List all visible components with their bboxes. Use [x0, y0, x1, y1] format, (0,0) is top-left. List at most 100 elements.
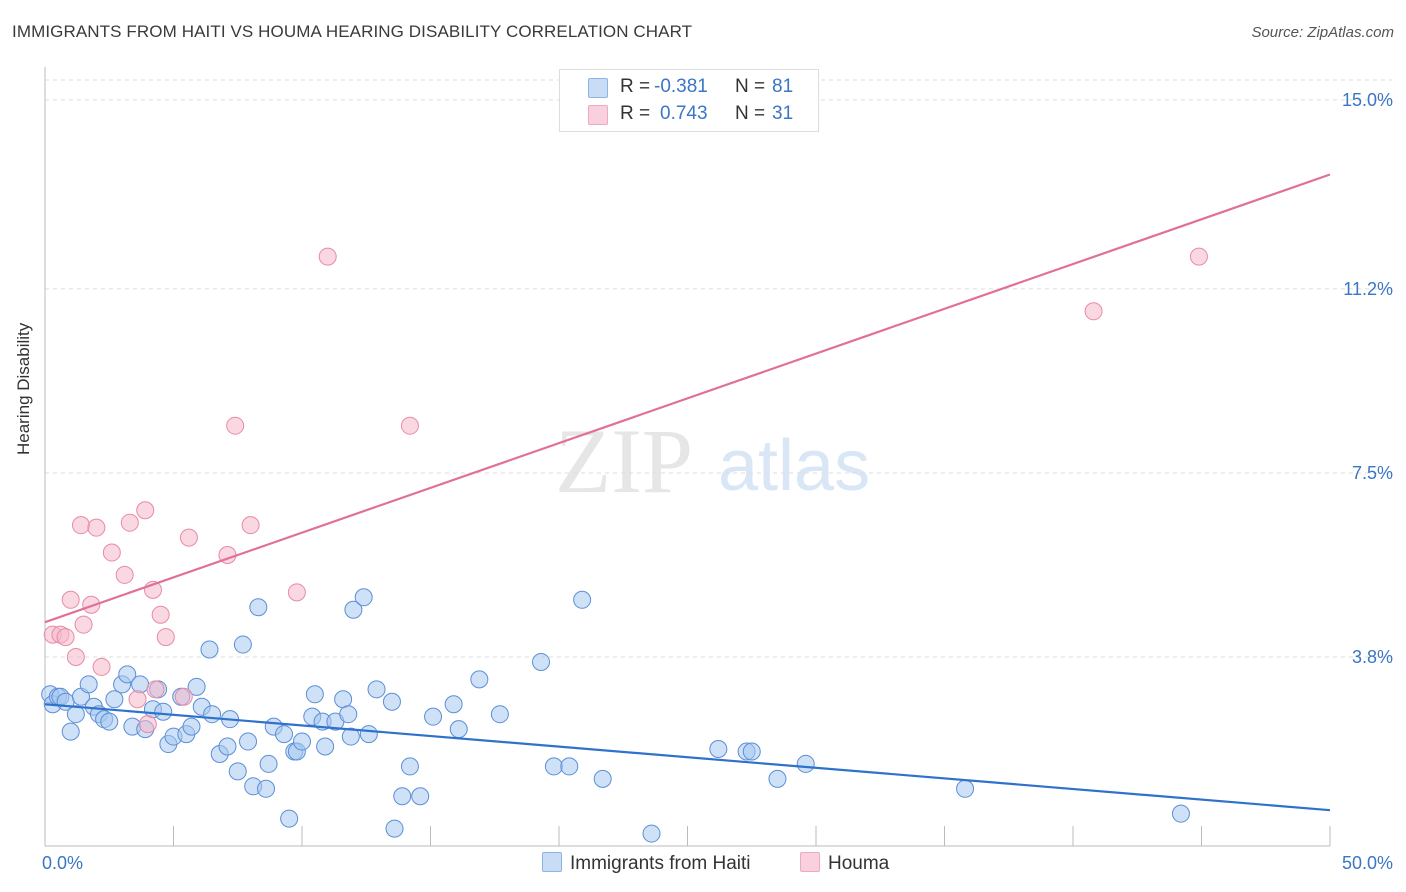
haiti-point [1171, 804, 1190, 823]
bottom-legend-houma: Houma [800, 852, 889, 875]
svg-text:ZIP: ZIP [555, 410, 693, 512]
houma-point [241, 516, 260, 535]
haiti-point [444, 695, 463, 714]
houma-point [71, 516, 90, 535]
trend-lines [44, 173, 1331, 812]
source-label: Source: ZipAtlas.com [1251, 24, 1394, 41]
houma-point [226, 416, 245, 435]
y-tick-label: 7.5% [1352, 463, 1393, 483]
haiti-point [228, 762, 247, 781]
houma-point [66, 647, 85, 666]
haiti-point [131, 675, 150, 694]
y-axis-title: Hearing Disability [14, 322, 33, 455]
houma-point [61, 590, 80, 609]
bottom-legend-swatch-haiti [542, 852, 562, 872]
haiti-point [79, 675, 98, 694]
haiti-point [339, 705, 358, 724]
haiti-point [118, 665, 137, 684]
chart-title: IMMIGRANTS FROM HAITI VS HOUMA HEARING D… [12, 22, 693, 41]
haiti-point [367, 680, 386, 699]
houma-point [56, 628, 75, 647]
tick-labels: 3.8% 7.5% 11.2% 15.0% 0.0% 50.0% [42, 90, 1393, 873]
haiti-point [316, 737, 335, 756]
houma-trend-line [44, 173, 1331, 624]
houma-point [82, 595, 101, 614]
haiti-point [280, 809, 299, 828]
haiti-point [490, 705, 509, 724]
haiti-point [532, 652, 551, 671]
haiti-point [344, 600, 363, 619]
legend-n-label: N = [735, 103, 766, 124]
haiti-point [573, 590, 592, 609]
x-tick-label-min: 0.0% [42, 853, 83, 873]
bottom-legend-label-houma: Houma [828, 853, 890, 874]
haiti-point [61, 722, 80, 741]
haiti-point [259, 754, 278, 773]
correlation-legend: R = -0.381 N = 81 R = 0.743 N = 31 [559, 69, 819, 132]
haiti-point [560, 757, 579, 776]
haiti-point [642, 824, 661, 843]
houma-point [74, 615, 93, 634]
haiti-point [796, 754, 815, 773]
haiti-point [341, 727, 360, 746]
houma-point [151, 605, 170, 624]
haiti-trend-line [44, 703, 1331, 812]
houma-point [318, 247, 337, 266]
haiti-point [382, 692, 401, 711]
haiti-point [334, 690, 353, 709]
legend-r-label: R = [620, 76, 651, 97]
y-tick-label: 3.8% [1352, 647, 1393, 667]
haiti-point [200, 640, 219, 659]
houma-point [120, 513, 139, 532]
haiti-point [257, 779, 276, 798]
haiti-point [187, 677, 206, 696]
houma-point [136, 501, 155, 520]
data-points [41, 247, 1208, 843]
bottom-legend-label-haiti: Immigrants from Haiti [570, 853, 751, 874]
legend-n-value: 81 [772, 76, 794, 97]
zipatlas-watermark: ZIP atlas [555, 410, 870, 512]
legend-n-label: N = [735, 76, 766, 97]
x-tick-label-max: 50.0% [1342, 853, 1393, 873]
haiti-point [105, 690, 124, 709]
houma-point [146, 680, 165, 699]
haiti-point [768, 769, 787, 788]
bottom-legend-swatch-houma [800, 852, 820, 872]
haiti-point [411, 787, 430, 806]
legend-n-value: 31 [772, 103, 794, 124]
haiti-point [359, 725, 378, 744]
haiti-point [218, 737, 237, 756]
houma-point [128, 690, 147, 709]
haiti-point [956, 779, 975, 798]
bottom-legend-haiti: Immigrants from Haiti [542, 852, 751, 875]
legend-r-value: -0.381 [654, 76, 708, 97]
haiti-point [354, 588, 373, 607]
grid-lines [45, 79, 1392, 658]
svg-text:atlas: atlas [718, 426, 870, 506]
haiti-point [249, 598, 268, 617]
houma-point [400, 416, 419, 435]
houma-point [115, 565, 134, 584]
houma-point [92, 657, 111, 676]
haiti-point [742, 742, 761, 761]
haiti-point [424, 707, 443, 726]
houma-point [1084, 302, 1103, 321]
haiti-point [305, 685, 324, 704]
y-tick-label: 15.0% [1342, 90, 1393, 110]
houma-point [102, 543, 121, 562]
houma-point [287, 583, 306, 602]
haiti-point [293, 732, 311, 751]
haiti-point [233, 635, 252, 654]
haiti-point [385, 819, 404, 838]
haiti-point [154, 702, 173, 721]
houma-point [138, 715, 157, 734]
haiti-point [544, 757, 563, 776]
haiti-point [470, 670, 489, 689]
haiti-point [100, 712, 119, 731]
y-tick-label: 11.2% [1343, 279, 1393, 299]
haiti-point [239, 732, 258, 751]
haiti-point [182, 717, 201, 736]
legend-swatch-haiti [588, 78, 608, 98]
houma-point [156, 628, 175, 647]
